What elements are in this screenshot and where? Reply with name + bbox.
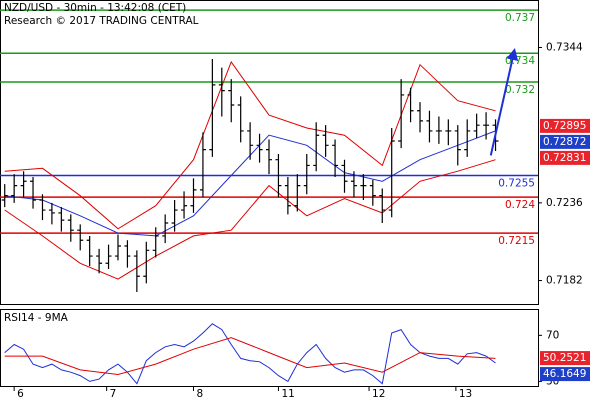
- ohlc-bar: [388, 128, 395, 218]
- ohlc-bar: [360, 174, 367, 200]
- ohlc-bar: [20, 171, 27, 198]
- plot-layer: 0.737 0.734 0.732 0.7255 0.724 0.7215 0.7344 0.…: [0, 9, 590, 400]
- ohlc-bar: [162, 214, 169, 244]
- ohlc-bar: [105, 244, 112, 270]
- level-label: 0.732: [505, 84, 535, 96]
- projection-arrow: [489, 48, 519, 156]
- ohlc-bar: [341, 159, 348, 193]
- ohlc-bar: [143, 241, 150, 284]
- ohlc-bar: [303, 153, 310, 195]
- y-tick-label: 70: [546, 329, 559, 341]
- price-badge: [540, 367, 590, 382]
- ohlc-bar: [181, 191, 188, 219]
- indicator-line: [4, 323, 496, 385]
- ohlc-bar: [30, 176, 37, 209]
- price-badge: [540, 150, 590, 165]
- ohlc-bar: [247, 122, 254, 160]
- x-tick-label: 11: [281, 388, 294, 400]
- ohlc-bar: [58, 207, 65, 232]
- level-label: 0.734: [505, 55, 535, 67]
- ohlc-bar: [11, 174, 18, 203]
- ohlc-bar: [199, 132, 206, 198]
- ohlc-bar: [332, 139, 339, 177]
- level-label: 0.724: [505, 199, 535, 211]
- ohlc-bar: [350, 171, 357, 198]
- ohlc-bar: [152, 227, 159, 258]
- indicator-line: [4, 337, 496, 376]
- ohlc-bar: [322, 125, 329, 157]
- ohlc-bar: [133, 250, 140, 293]
- indicator-title: RSI14 - 9MA: [4, 312, 69, 324]
- x-tick-label: 13: [459, 388, 472, 400]
- chart-title: NZD/USD - 30min - 13:42:08 (CET): [4, 2, 186, 14]
- ohlc-bar: [39, 194, 46, 221]
- ohlc-bar: [114, 234, 121, 261]
- chart-subtitle: Research © 2017 TRADING CENTRAL: [4, 15, 199, 27]
- ohlc-bar: [86, 235, 93, 267]
- ohlc-bar: [454, 125, 461, 166]
- price-badge-label: 0.72831: [543, 152, 586, 164]
- ohlc-bar: [209, 58, 216, 157]
- price-badge: [540, 351, 590, 366]
- ohlc-bar: [407, 87, 414, 123]
- indicator-line: [4, 159, 496, 280]
- ohlc-bar: [77, 224, 84, 251]
- ohlc-bar: [256, 133, 263, 163]
- ohlc-bar: [426, 110, 433, 143]
- price-badge: [540, 118, 590, 133]
- price-badge: [540, 134, 590, 149]
- ohlc-bar: [96, 248, 103, 274]
- ohlc-bar: [228, 79, 235, 123]
- ohlc-bar: [445, 119, 452, 146]
- ohlc-bar: [369, 179, 376, 206]
- x-tick-label: 12: [372, 388, 385, 400]
- ohlc-bar: [284, 176, 291, 215]
- ohlc-bar: [464, 119, 471, 157]
- x-tick-label: 7: [110, 388, 117, 400]
- y-tick-label: 0.7182: [546, 275, 583, 287]
- y-tick-label: 0.7344: [546, 41, 583, 53]
- rsi-panel: [0, 309, 539, 387]
- indicator-line: [4, 60, 496, 230]
- ohlc-bar: [417, 102, 424, 133]
- ohlc-bar: [398, 79, 405, 149]
- price-badge-label: 0.72872: [543, 136, 586, 148]
- ohlc-bar: [48, 202, 55, 225]
- x-tick-label: 8: [196, 388, 203, 400]
- price-badge-label: 46.1649: [543, 368, 586, 380]
- x-tick-label: 6: [17, 388, 24, 400]
- ohlc-bar: [237, 96, 244, 143]
- ohlc-bar: [313, 122, 320, 172]
- ohlc-bar: [190, 178, 197, 213]
- ohlc-bar: [266, 139, 272, 175]
- ohlc-bar: [67, 214, 74, 242]
- level-label: 0.7255: [498, 178, 535, 190]
- ohlc-bar: [275, 153, 282, 198]
- ohlc-bar: [171, 199, 178, 232]
- ohlc-bar: [483, 112, 490, 140]
- ohlc-bar: [218, 67, 225, 117]
- ohlc-bar: [473, 113, 480, 139]
- ohlc-bar: [124, 240, 131, 268]
- ohlc-bar: [435, 116, 442, 144]
- ohlc-bar: [294, 174, 301, 212]
- level-label: 0.7215: [498, 235, 535, 247]
- price-badge-label: 0.72895: [543, 120, 586, 132]
- y-tick-label: 0.7236: [546, 197, 583, 209]
- level-label: 0.737: [505, 12, 535, 24]
- ohlc-bar: [379, 188, 386, 223]
- ohlc-bar: [1, 184, 8, 208]
- price-badge-label: 50.2521: [543, 352, 586, 364]
